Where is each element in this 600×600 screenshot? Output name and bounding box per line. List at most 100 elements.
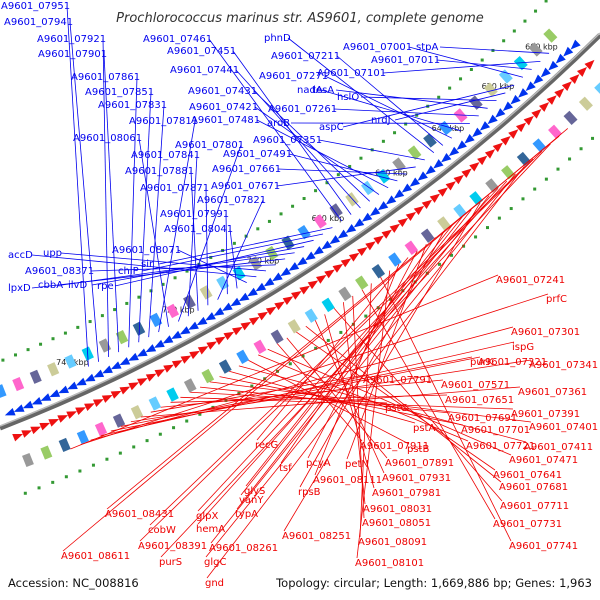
reverse-gene-label: glpX [196, 511, 218, 522]
forward-gene-label: A9601_07431 [188, 86, 257, 97]
forward-gene-arrow [563, 46, 574, 57]
reverse-gene-label: A9601_07471 [509, 455, 578, 466]
inner-tick-dot [314, 346, 318, 350]
reverse-gene-arrow [12, 433, 23, 442]
reverse-gene-arrow [75, 407, 86, 415]
reverse-gene-label: A9601_08051 [362, 518, 431, 529]
reverse-gene-label: A9601_07411 [524, 442, 593, 453]
forward-gene-arrow [377, 201, 389, 211]
forward-label-line [187, 154, 198, 317]
outer-feature-block [199, 285, 213, 300]
forward-gene-label: nadA [297, 85, 323, 96]
outer-tick-dot [137, 295, 141, 299]
inner-feature-block [578, 96, 593, 111]
reverse-gene-label: A9601_08431 [105, 509, 174, 520]
forward-gene-arrow [154, 339, 165, 348]
forward-gene-arrow [401, 183, 413, 193]
inner-feature-block [404, 240, 419, 255]
forward-label-line [148, 104, 165, 338]
genome-backbone [0, 33, 600, 431]
inner-tick-dot [198, 412, 202, 416]
reverse-gene-label: glyS [244, 486, 265, 497]
reverse-gene-label: cobW [148, 525, 176, 536]
reverse-gene-arrow [282, 296, 294, 305]
outer-tick-dot [232, 241, 236, 245]
forward-gene-label: A9601_07901 [38, 49, 107, 60]
reverse-gene-label: glgC [204, 557, 226, 568]
reverse-gene-arrow [66, 411, 78, 419]
forward-gene-arrow [136, 348, 148, 357]
forward-gene-label: nrdJ [371, 115, 391, 126]
forward-label-line [205, 187, 209, 306]
forward-label-line [288, 153, 398, 182]
outer-tick-dot [469, 68, 473, 72]
reverse-gene-arrow [84, 403, 95, 411]
outer-tick-dot [544, 0, 548, 3]
forward-label-line [103, 53, 120, 353]
inner-tick-dot [579, 147, 583, 151]
reverse-gene-label: A9601_07741 [509, 541, 578, 552]
inner-tick-dot [591, 136, 595, 140]
reverse-gene-arrow [554, 88, 565, 98]
forward-label-line [256, 119, 389, 189]
inner-tick-dot [105, 457, 109, 461]
forward-gene-arrow [171, 330, 182, 339]
forward-label-line [31, 254, 257, 278]
reverse-gene-label: A9601_07651 [445, 395, 514, 406]
inner-tick-dot [339, 330, 343, 334]
outer-tick-dot [348, 164, 352, 168]
reverse-label-line [314, 320, 385, 474]
forward-gene-label: A9601_07921 [37, 34, 106, 45]
forward-gene-arrow [369, 206, 381, 217]
reverse-gene-arrow [546, 95, 557, 105]
outer-tick-dot [26, 348, 30, 352]
forward-label-line [253, 90, 370, 202]
forward-gene-label: A9601_07871 [140, 183, 209, 194]
outer-tick-dot [100, 314, 104, 318]
forward-gene-arrow [110, 361, 122, 370]
forward-label-line [318, 139, 425, 161]
forward-gene-label: A9601_07011 [371, 55, 440, 66]
forward-gene-label: A9601_07821 [197, 195, 266, 206]
inner-tick-dot [326, 338, 330, 342]
reverse-gene-label: pstB [407, 444, 429, 455]
reverse-gene-arrow [515, 122, 527, 133]
reverse-label-line [256, 257, 409, 441]
forward-label-line [336, 55, 444, 146]
forward-label-line [276, 166, 416, 187]
forward-label-line [208, 38, 343, 222]
outer-tick-dot [267, 219, 271, 223]
forward-gene-arrow [441, 152, 452, 163]
forward-gene-label: aroB [267, 118, 290, 129]
reverse-gene-label: purK [470, 357, 494, 368]
reverse-gene-arrow [128, 382, 140, 391]
forward-gene-arrow [255, 282, 267, 292]
label-lines [31, 5, 569, 579]
reverse-label-line [359, 283, 372, 538]
forward-gene-arrow [288, 262, 300, 271]
inner-tick-dot [450, 253, 454, 257]
forward-gene-label: A9601_07861 [71, 72, 140, 83]
forward-label-line [335, 89, 488, 109]
forward-gene-label: A9601_07851 [85, 87, 154, 98]
forward-gene-arrow [22, 400, 34, 409]
tick-label: 600 kbp [525, 42, 558, 51]
outer-tick-dot [209, 255, 213, 259]
outer-feature-block [0, 384, 7, 399]
outer-feature-block [29, 369, 42, 384]
reverse-label-line [236, 209, 472, 510]
inner-tick-dot [224, 398, 228, 402]
inner-tick-dot [91, 463, 95, 467]
outer-tick-dot [502, 39, 506, 43]
forward-label-line [333, 108, 479, 117]
forward-gene-arrow [58, 385, 69, 394]
forward-gene-arrow [329, 235, 341, 245]
inner-feature-block [338, 286, 352, 302]
tick-label: 720 kbp [162, 305, 195, 314]
forward-gene-arrow [31, 397, 43, 405]
inner-tick-dot [474, 235, 478, 239]
reverse-gene-arrow [508, 129, 519, 139]
forward-gene-arrow [205, 312, 216, 321]
outer-tick-dot [256, 227, 260, 231]
reverse-gene-arrow [453, 174, 464, 185]
